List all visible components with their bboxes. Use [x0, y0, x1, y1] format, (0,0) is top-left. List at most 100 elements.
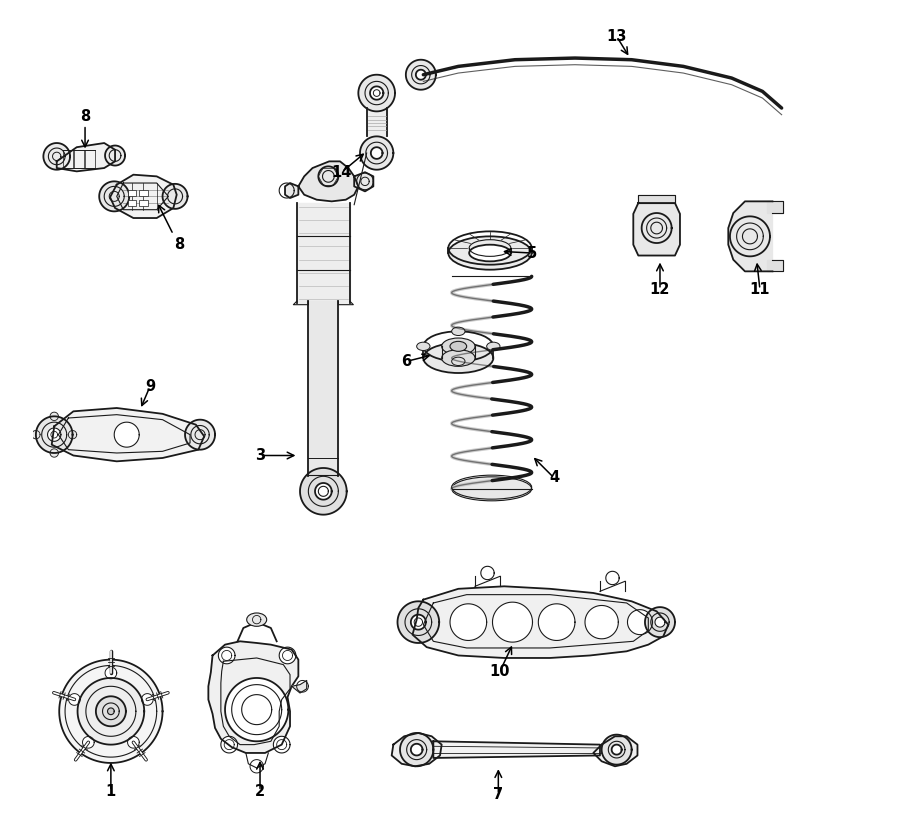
Text: 6: 6 — [401, 354, 411, 369]
Polygon shape — [433, 742, 600, 758]
Polygon shape — [225, 678, 288, 742]
Text: 8: 8 — [174, 237, 184, 252]
Polygon shape — [219, 647, 235, 664]
Polygon shape — [627, 609, 652, 635]
Text: 2: 2 — [255, 784, 266, 798]
Polygon shape — [209, 641, 299, 753]
Text: 12: 12 — [650, 283, 670, 297]
Polygon shape — [645, 607, 675, 637]
Text: 11: 11 — [750, 283, 770, 297]
Polygon shape — [51, 408, 204, 461]
Polygon shape — [107, 708, 114, 715]
Polygon shape — [358, 74, 395, 111]
Polygon shape — [36, 416, 73, 453]
Bar — [128, 200, 136, 206]
Polygon shape — [250, 760, 264, 773]
Polygon shape — [410, 744, 422, 756]
Ellipse shape — [448, 237, 532, 270]
Polygon shape — [728, 201, 772, 272]
Polygon shape — [99, 181, 130, 212]
Polygon shape — [602, 735, 632, 765]
Text: 8: 8 — [80, 109, 90, 124]
Bar — [140, 200, 148, 206]
Polygon shape — [48, 428, 61, 441]
Polygon shape — [185, 420, 215, 450]
Polygon shape — [110, 175, 176, 218]
Polygon shape — [412, 586, 669, 658]
Polygon shape — [398, 601, 439, 643]
Polygon shape — [593, 737, 637, 767]
Polygon shape — [32, 431, 40, 439]
Text: 4: 4 — [549, 471, 559, 486]
Text: 14: 14 — [331, 165, 352, 180]
Polygon shape — [481, 566, 494, 579]
Polygon shape — [651, 222, 662, 234]
Polygon shape — [83, 737, 94, 748]
Polygon shape — [279, 183, 294, 198]
Ellipse shape — [452, 357, 465, 365]
Ellipse shape — [417, 342, 430, 350]
Ellipse shape — [487, 342, 500, 350]
Polygon shape — [450, 604, 487, 640]
Polygon shape — [538, 604, 575, 640]
Ellipse shape — [452, 477, 532, 501]
Polygon shape — [634, 203, 680, 256]
Polygon shape — [105, 667, 117, 679]
Polygon shape — [50, 412, 58, 421]
Polygon shape — [366, 108, 387, 136]
Polygon shape — [492, 602, 533, 642]
Polygon shape — [319, 166, 338, 186]
Text: 13: 13 — [607, 29, 626, 43]
Polygon shape — [292, 681, 307, 693]
Bar — [128, 190, 136, 196]
Text: 3: 3 — [255, 448, 266, 463]
Polygon shape — [655, 617, 665, 627]
Polygon shape — [68, 431, 76, 439]
Text: 1: 1 — [106, 784, 116, 798]
Polygon shape — [585, 605, 618, 639]
Polygon shape — [163, 184, 187, 209]
Polygon shape — [410, 614, 426, 630]
Polygon shape — [612, 745, 622, 755]
Polygon shape — [360, 136, 393, 170]
Ellipse shape — [469, 245, 511, 262]
Polygon shape — [43, 143, 70, 170]
Polygon shape — [68, 694, 80, 706]
Polygon shape — [400, 733, 433, 767]
Polygon shape — [105, 145, 125, 166]
Polygon shape — [355, 172, 374, 191]
Polygon shape — [742, 229, 758, 244]
Polygon shape — [392, 733, 442, 767]
Polygon shape — [77, 678, 144, 745]
Polygon shape — [57, 143, 115, 171]
Ellipse shape — [247, 613, 266, 626]
Ellipse shape — [442, 338, 475, 354]
Polygon shape — [299, 161, 358, 201]
Polygon shape — [638, 195, 675, 203]
Ellipse shape — [450, 341, 467, 351]
Polygon shape — [297, 681, 309, 692]
Polygon shape — [371, 147, 382, 159]
Ellipse shape — [452, 327, 465, 335]
Polygon shape — [279, 647, 296, 664]
Polygon shape — [141, 694, 153, 706]
Polygon shape — [96, 696, 126, 726]
Text: 5: 5 — [526, 246, 536, 261]
Text: 10: 10 — [490, 664, 510, 679]
Text: 7: 7 — [493, 788, 503, 802]
Text: 9: 9 — [145, 379, 155, 394]
Polygon shape — [114, 422, 140, 447]
Polygon shape — [50, 449, 58, 457]
Polygon shape — [128, 737, 140, 748]
Polygon shape — [59, 660, 163, 763]
Polygon shape — [220, 737, 238, 753]
Polygon shape — [300, 468, 346, 515]
Polygon shape — [406, 59, 436, 89]
Ellipse shape — [423, 343, 493, 373]
Polygon shape — [730, 217, 770, 257]
Polygon shape — [315, 483, 332, 500]
Polygon shape — [767, 201, 783, 213]
Polygon shape — [767, 260, 783, 272]
Polygon shape — [285, 183, 299, 198]
Polygon shape — [356, 173, 374, 190]
